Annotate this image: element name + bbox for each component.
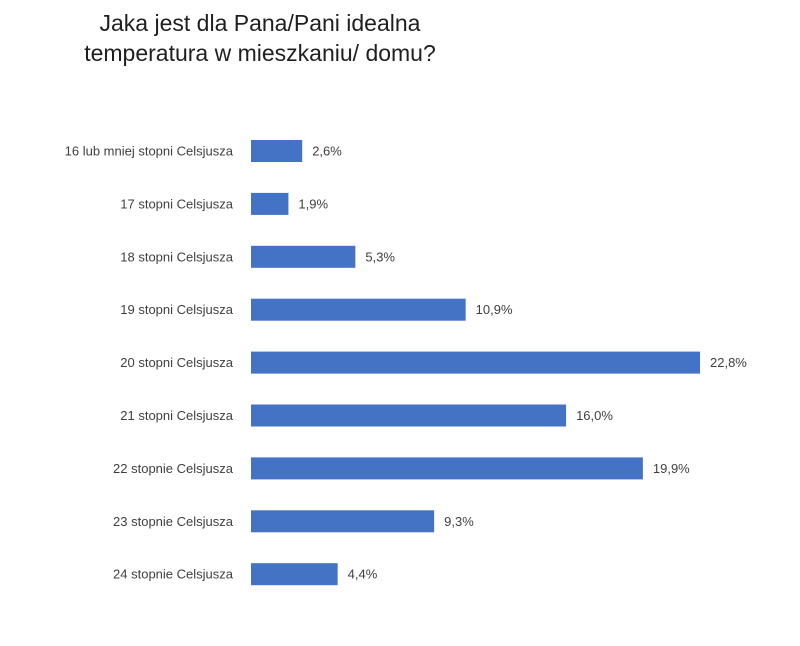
bar (251, 245, 356, 268)
category-label: 22 stopnie Celsjusza (113, 461, 234, 476)
value-label: 10,9% (476, 302, 513, 317)
value-label: 5,3% (365, 249, 395, 264)
category-label: 24 stopnie Celsjusza (113, 567, 234, 582)
bar (251, 563, 338, 586)
bar (251, 510, 435, 533)
bar (251, 457, 643, 480)
bar (251, 351, 700, 374)
category-label: 20 stopni Celsjusza (120, 355, 233, 370)
category-label: 19 stopni Celsjusza (120, 302, 233, 317)
category-label: 18 stopni Celsjusza (120, 249, 233, 264)
category-label: 17 stopni Celsjusza (120, 196, 233, 211)
category-label: 16 lub mniej stopni Celsjusza (65, 144, 234, 159)
chart-title-line-1: Jaka jest dla Pana/Pani idealna (99, 10, 421, 36)
category-label: 21 stopni Celsjusza (120, 408, 233, 423)
value-label: 9,3% (444, 514, 474, 529)
value-label: 16,0% (576, 408, 613, 423)
value-label: 22,8% (710, 355, 747, 370)
category-labels: 16 lub mniej stopni Celsjusza 17 stopni C… (65, 144, 234, 582)
value-label: 2,6% (312, 144, 342, 159)
value-label: 19,9% (653, 461, 690, 476)
bars (251, 140, 700, 586)
value-labels: 2,6% 1,9% 5,3% 10,9% 22,8% 16,0% 19,9% 9,3% 4,4% (298, 144, 747, 582)
bar (251, 192, 289, 215)
value-label: 1,9% (298, 196, 328, 211)
category-label: 23 stopnie Celsjusza (113, 514, 234, 529)
bar (251, 140, 303, 162)
chart-title: Jaka jest dla Pana/Pani idealna temperat… (60, 8, 460, 68)
bar (251, 404, 567, 427)
value-label: 4,4% (348, 567, 378, 582)
bar (251, 298, 466, 321)
chart-title-line-2: temperatura w mieszkaniu/ domu? (84, 40, 436, 66)
